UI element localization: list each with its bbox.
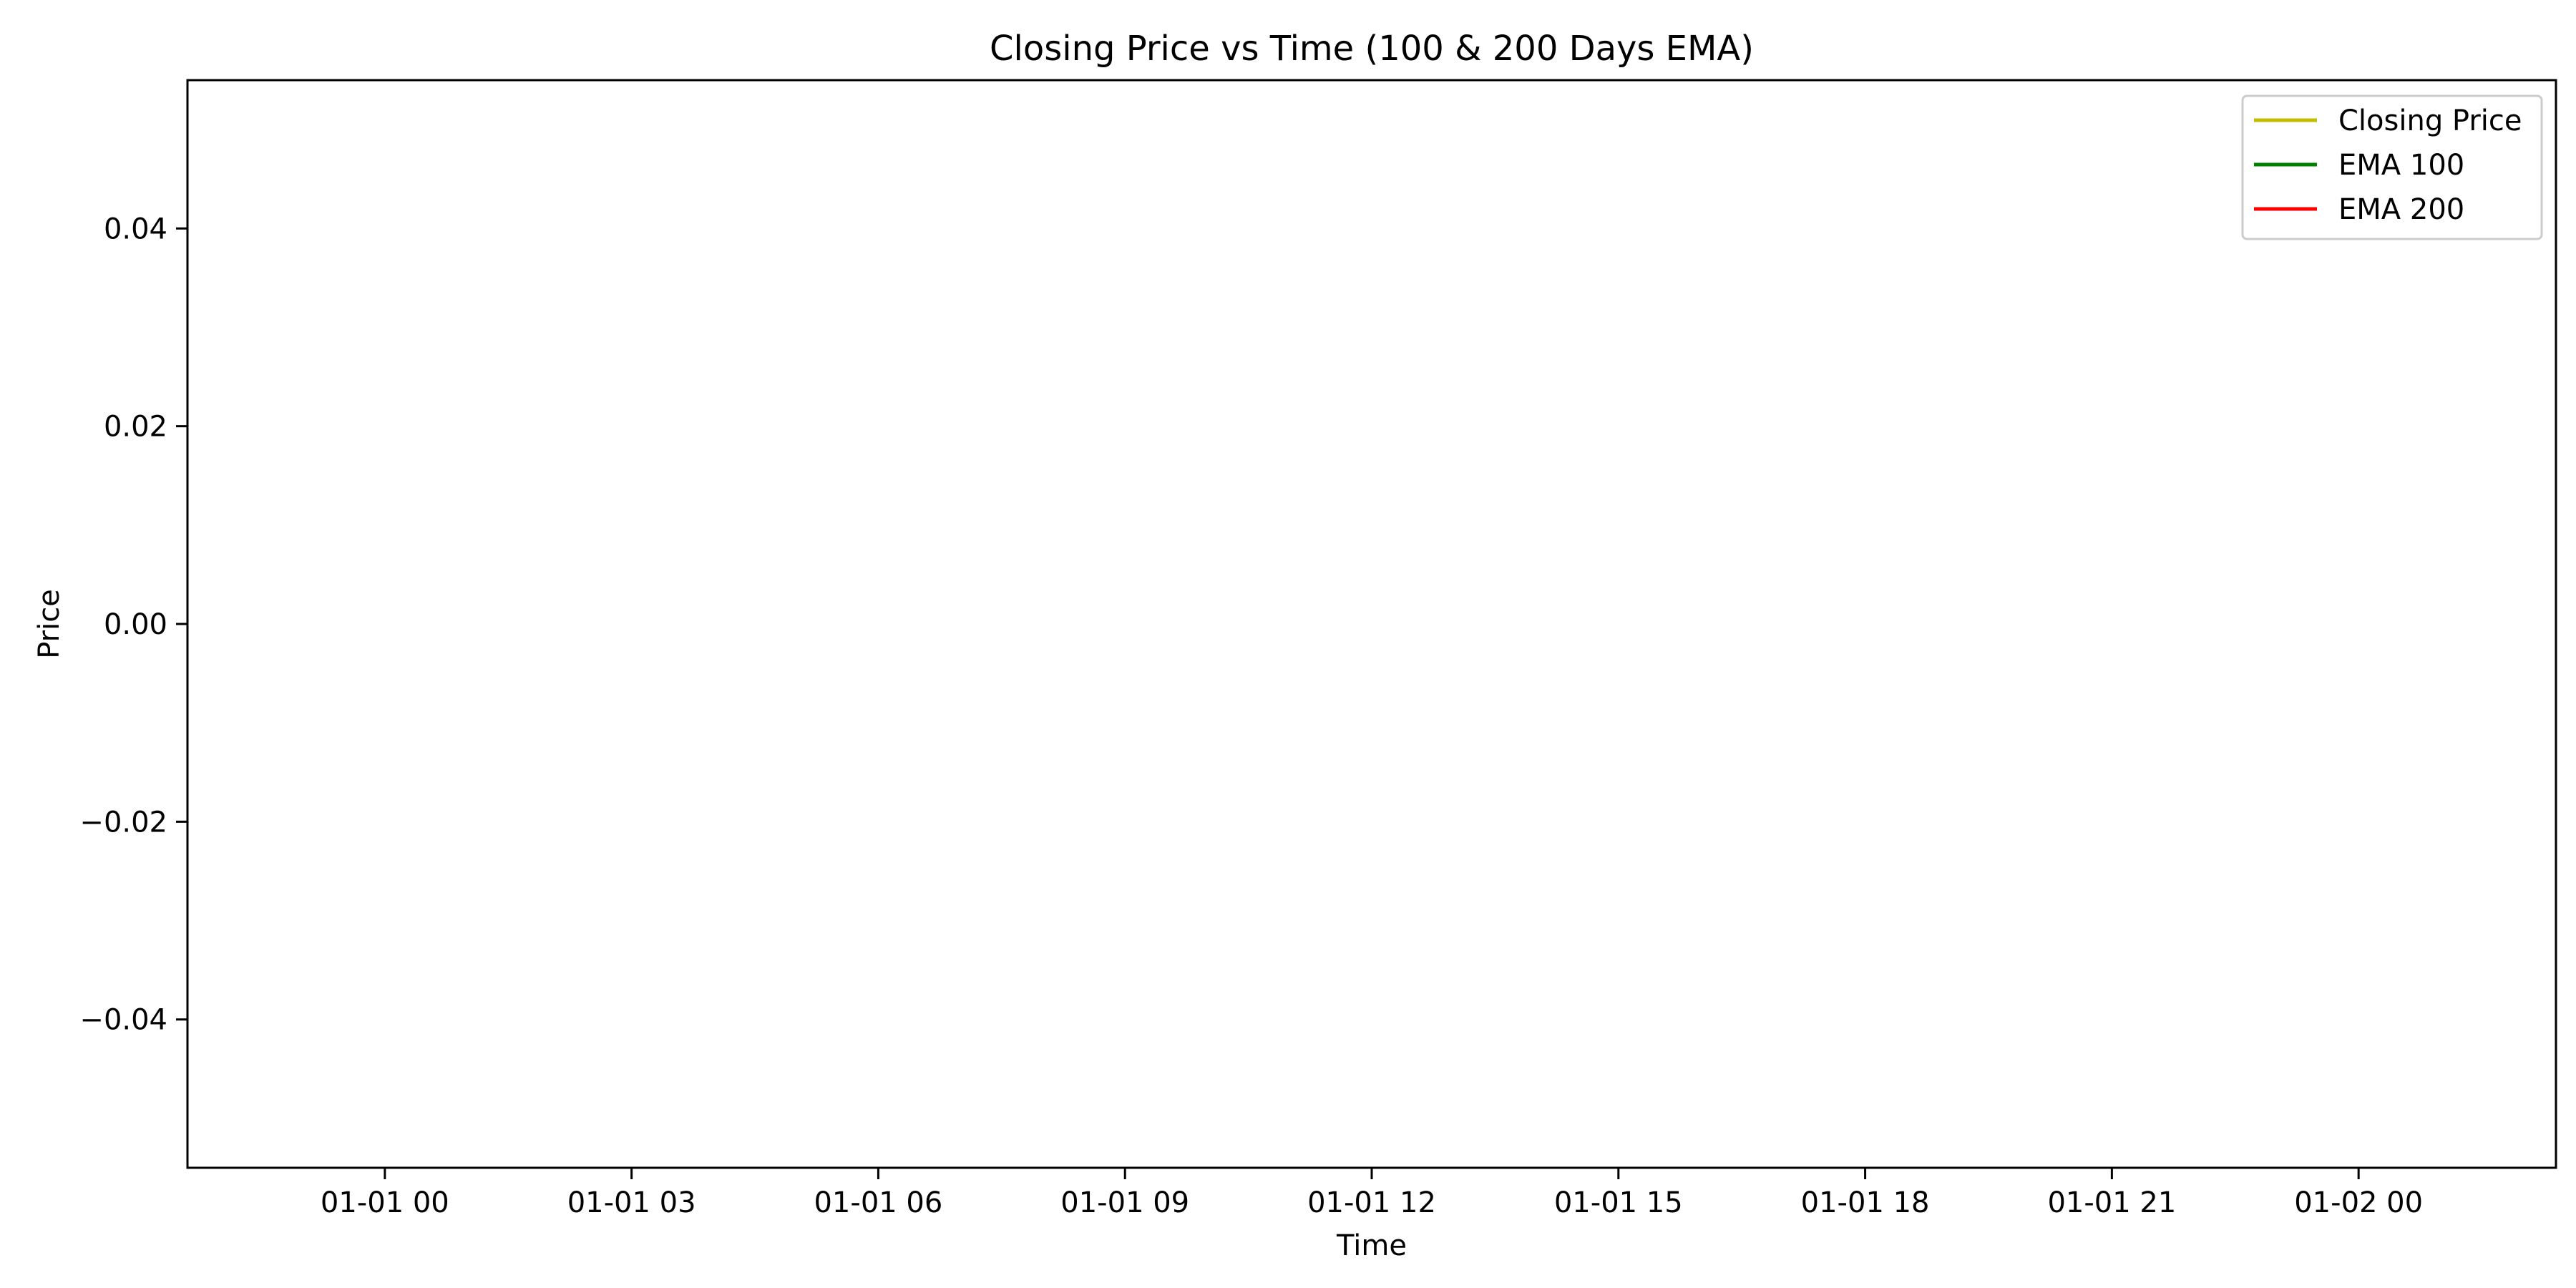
plot-area xyxy=(186,79,2557,1169)
x-tick-label: 01-01 03 xyxy=(567,1186,696,1219)
y-axis-label: Price xyxy=(33,589,66,659)
x-tick-label: 01-01 06 xyxy=(814,1186,942,1219)
x-tick-label: 01-01 18 xyxy=(1801,1186,1930,1219)
x-tick-label: 01-01 15 xyxy=(1554,1186,1683,1219)
y-tick-label: −0.04 xyxy=(79,1004,167,1037)
x-axis-ticks: 01-01 00 01-01 03 01-01 06 01-01 09 01-01 12… xyxy=(321,1168,2423,1219)
chart-title: Closing Price vs Time (100 & 200 Days EM… xyxy=(990,29,1754,69)
x-tick-label: 01-01 09 xyxy=(1060,1186,1189,1219)
y-tick-label: 0.00 xyxy=(104,608,167,641)
x-axis-label: Time xyxy=(1336,1229,1407,1262)
legend: Closing Price EMA 100 EMA 200 xyxy=(2241,94,2543,240)
y-tick-label: 0.02 xyxy=(104,411,167,444)
legend-label-ema-200: EMA 200 xyxy=(2338,193,2464,226)
y-tick-label: 0.04 xyxy=(104,213,167,245)
x-tick-label: 01-01 00 xyxy=(321,1186,449,1219)
y-axis-ticks: −0.04 −0.02 0.00 0.02 0.04 xyxy=(79,213,187,1037)
y-tick-label: −0.02 xyxy=(79,806,167,839)
legend-label-ema-100: EMA 100 xyxy=(2338,149,2464,182)
x-tick-label: 01-01 21 xyxy=(2047,1186,2176,1219)
x-tick-label: 01-01 12 xyxy=(1307,1186,1436,1219)
legend-label-closing-price: Closing Price xyxy=(2338,104,2522,137)
x-tick-label: 01-02 00 xyxy=(2294,1186,2423,1219)
legend-box xyxy=(2241,94,2543,240)
